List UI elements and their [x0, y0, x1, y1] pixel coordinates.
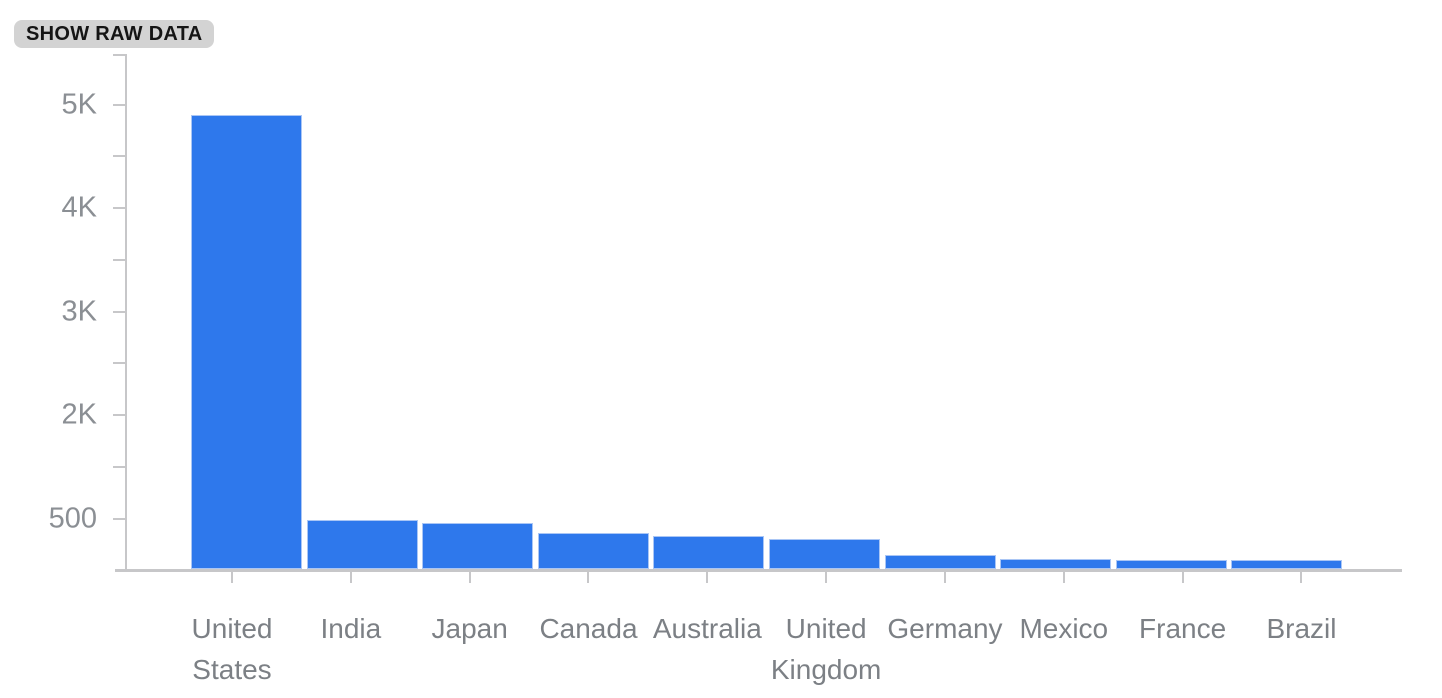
y-axis-tick: [113, 414, 125, 416]
show-raw-data-button[interactable]: SHOW RAW DATA: [14, 20, 215, 48]
x-axis-category-label: France: [1139, 613, 1227, 644]
x-axis-category-label: United States: [191, 613, 273, 685]
y-axis-tick-label: 500: [48, 502, 97, 534]
y-axis-tick-label: 5K: [61, 88, 97, 120]
x-axis-category-label: Australia: [652, 613, 762, 644]
x-axis-category-label: Canada: [539, 613, 638, 644]
x-axis-category-label: India: [320, 613, 382, 644]
bar-brazil[interactable]: [1231, 560, 1343, 569]
x-axis-tick: [943, 571, 946, 583]
x-axis-tick: [1062, 571, 1065, 583]
y-axis-tick: [113, 207, 125, 209]
bar-australia[interactable]: [653, 536, 765, 569]
x-axis-category-label: Brazil: [1266, 613, 1337, 644]
x-axis-tick: [468, 571, 471, 583]
bar-united-kingdom[interactable]: [769, 539, 880, 569]
y-axis-minor-tick: [113, 54, 125, 56]
x-axis-tick: [587, 571, 590, 583]
y-axis-tick: [113, 517, 125, 520]
y-axis-minor-tick: [113, 465, 125, 468]
x-axis-category-label: Mexico: [1019, 613, 1109, 644]
y-axis-tick-label: 3K: [61, 295, 97, 327]
bar-united-states[interactable]: [191, 115, 302, 569]
x-axis-line: [115, 569, 1402, 572]
y-axis-line: [125, 54, 127, 569]
x-axis-tick: [706, 571, 709, 583]
y-axis-tick-label: 4K: [61, 191, 97, 224]
x-axis-tick: [1300, 571, 1303, 583]
x-axis-category-label: Germany: [887, 613, 1003, 644]
x-axis-category-label: Japan: [431, 613, 508, 644]
bar-france[interactable]: [1115, 560, 1227, 569]
bar-canada[interactable]: [537, 532, 649, 569]
bar-india[interactable]: [306, 519, 418, 569]
x-axis-tick: [825, 571, 828, 583]
x-axis-category-label: United Kingdom: [770, 613, 882, 685]
y-axis-minor-tick: [113, 362, 125, 364]
y-axis-minor-tick: [113, 155, 125, 157]
x-axis-tick: [231, 571, 233, 583]
x-axis-tick: [349, 571, 352, 583]
bar-mexico[interactable]: [1000, 558, 1112, 569]
x-axis-tick: [1181, 571, 1184, 583]
bar-japan[interactable]: [422, 522, 534, 569]
y-axis-minor-tick: [113, 258, 125, 261]
bar-germany[interactable]: [884, 554, 996, 569]
y-axis-tick: [113, 310, 125, 313]
y-axis-tick: [113, 103, 125, 106]
y-axis-tick-label: 2K: [61, 398, 97, 431]
